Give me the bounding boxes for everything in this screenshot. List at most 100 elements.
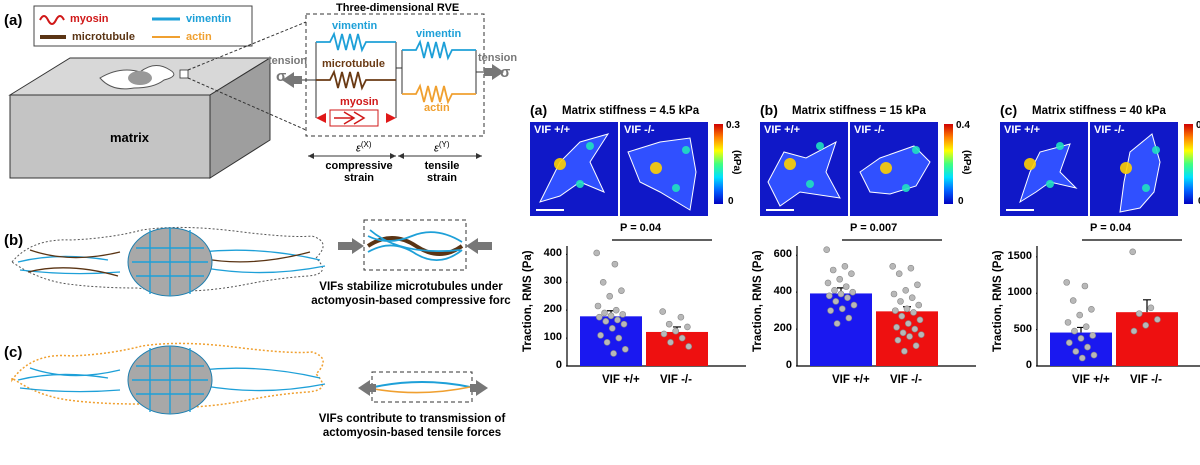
- data-point: [606, 292, 614, 300]
- data-point: [833, 320, 841, 327]
- data-point: [903, 305, 911, 313]
- rve-actin: actin: [424, 102, 450, 114]
- y-tick-label: 400: [543, 247, 562, 260]
- data-point: [902, 287, 909, 294]
- y-tick-label: 200: [543, 303, 562, 316]
- heatmap-wt: VIF +/+: [530, 122, 618, 216]
- data-point: [911, 325, 919, 333]
- data-point: [824, 279, 832, 287]
- data-point: [1082, 323, 1090, 331]
- data-point: [901, 347, 908, 355]
- data-point: [594, 302, 602, 310]
- data-point: [659, 308, 666, 315]
- data-point: [612, 306, 620, 314]
- data-point: [665, 320, 673, 328]
- panel-title: Matrix stiffness = 15 kPa: [792, 105, 926, 117]
- significance-bracket: [842, 239, 942, 241]
- data-point: [906, 333, 913, 340]
- data-point: [832, 298, 840, 305]
- legend-myosin: myosin: [70, 13, 109, 25]
- data-point: [615, 334, 623, 342]
- data-point: [602, 318, 610, 325]
- strain-y-label: ε(Y): [434, 140, 450, 155]
- schematic-drawing: [8, 5, 504, 415]
- data-point: [831, 287, 838, 294]
- data-point: [1090, 351, 1098, 359]
- legend-actin: actin: [186, 31, 212, 43]
- heatmap-wt: VIF +/+: [1000, 122, 1088, 216]
- data-point: [1081, 282, 1089, 290]
- significance-bracket: [612, 239, 712, 241]
- data-point: [1088, 305, 1095, 313]
- data-point: [1065, 339, 1073, 347]
- y-tick-label: 200: [773, 322, 792, 335]
- tensile-strain-label: tensile strain: [424, 160, 460, 184]
- cell-traction-map: [859, 145, 931, 195]
- data-point: [677, 313, 685, 321]
- heatmap-ko-label: VIF -/-: [624, 124, 655, 136]
- data-point: [905, 320, 912, 327]
- y-tick-label: 1000: [1007, 286, 1032, 299]
- data-point: [607, 312, 615, 320]
- cell-traction-map: [1006, 142, 1078, 211]
- x-label-ko: VIF -/-: [1130, 374, 1162, 386]
- colorbar-unit: (kPa): [731, 150, 742, 175]
- cell-traction-map: [536, 133, 610, 211]
- data-point: [823, 246, 831, 253]
- y-tick-label: 0: [1025, 359, 1032, 371]
- y-tick-label: 400: [773, 285, 792, 298]
- y-axis-label: Traction, RMS (Pa): [992, 250, 1004, 352]
- data-point: [841, 263, 849, 270]
- data-point: [842, 283, 850, 290]
- traction-bar-chart: [796, 246, 976, 367]
- data-point: [918, 331, 925, 338]
- x-label-wt: VIF +/+: [832, 374, 870, 386]
- data-point: [1142, 321, 1149, 329]
- x-label-ko: VIF -/-: [660, 374, 692, 386]
- bar-vif-wt: [810, 293, 872, 366]
- caption-c: VIFs contribute to transmission of actomy…: [318, 413, 506, 439]
- data-point: [837, 290, 845, 298]
- panel-label: (a): [530, 102, 548, 118]
- data-point: [660, 330, 668, 338]
- heatmap-ko: VIF -/-: [620, 122, 708, 216]
- traction-bar-chart: [566, 246, 746, 367]
- data-point: [1064, 319, 1072, 326]
- data-point: [1135, 310, 1143, 317]
- data-point: [1089, 332, 1097, 339]
- heatmap-wt-label: VIF +/+: [534, 124, 571, 136]
- rve-vimentin-1: vimentin: [332, 20, 378, 32]
- colorbar-unit: (kPa): [961, 150, 972, 175]
- bar-vif-ko: [876, 311, 938, 366]
- data-point: [845, 314, 853, 322]
- y-tick-label: 500: [1013, 322, 1032, 335]
- data-point: [611, 260, 619, 268]
- data-point: [892, 307, 899, 314]
- data-point: [899, 329, 907, 337]
- data-point: [619, 311, 627, 318]
- data-point: [593, 249, 601, 257]
- panel-label-b: (b): [4, 232, 24, 249]
- myosin-legend-icon: [39, 15, 65, 25]
- data-point: [672, 327, 679, 335]
- x-label-wt: VIF +/+: [1072, 374, 1110, 386]
- data-point: [610, 350, 617, 357]
- y-tick-label: 1500: [1007, 249, 1032, 262]
- matrix-label: matrix: [110, 130, 150, 145]
- data-point: [685, 343, 692, 350]
- caption-b: VIFs stabilize microtubules under actomyo…: [311, 281, 511, 307]
- data-point: [1072, 348, 1080, 355]
- data-point: [603, 338, 611, 346]
- data-point: [678, 334, 686, 342]
- data-point: [910, 309, 917, 316]
- data-point: [844, 294, 851, 301]
- data-point: [898, 312, 906, 320]
- data-point: [848, 270, 855, 277]
- data-point: [1078, 354, 1086, 362]
- rve-microtubule: microtubule: [322, 58, 385, 70]
- data-point: [894, 336, 902, 344]
- rve-vimentin-2: vimentin: [416, 28, 462, 40]
- colorbar-max: 0.55: [1196, 120, 1200, 131]
- data-point: [1129, 248, 1136, 256]
- colorbar: [944, 124, 953, 204]
